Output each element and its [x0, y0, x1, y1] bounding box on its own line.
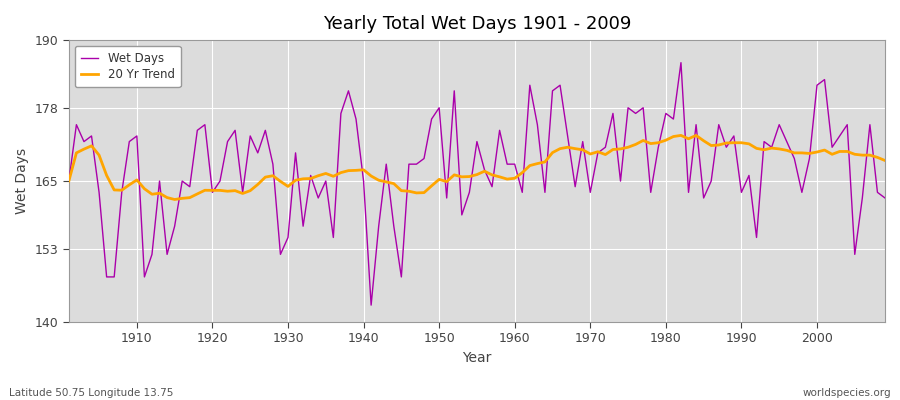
20 Yr Trend — [169, 197, 180, 202]
Wet Days — [879, 196, 890, 200]
20 Yr Trend — [879, 158, 890, 163]
Text: worldspecies.org: worldspecies.org — [803, 388, 891, 398]
Wet Days — [608, 111, 618, 116]
Y-axis label: Wet Days: Wet Days — [15, 148, 29, 214]
Wet Days — [63, 179, 74, 184]
20 Yr Trend — [63, 179, 74, 184]
Legend: Wet Days, 20 Yr Trend: Wet Days, 20 Yr Trend — [75, 46, 181, 87]
20 Yr Trend — [124, 182, 135, 187]
X-axis label: Year: Year — [463, 351, 491, 365]
Wet Days — [124, 139, 135, 144]
Line: 20 Yr Trend: 20 Yr Trend — [68, 135, 885, 200]
20 Yr Trend — [298, 176, 309, 181]
Wet Days — [365, 303, 376, 308]
Wet Days — [509, 162, 520, 166]
20 Yr Trend — [343, 168, 354, 173]
Text: Latitude 50.75 Longitude 13.75: Latitude 50.75 Longitude 13.75 — [9, 388, 174, 398]
Title: Yearly Total Wet Days 1901 - 2009: Yearly Total Wet Days 1901 - 2009 — [323, 15, 631, 33]
Wet Days — [336, 111, 346, 116]
20 Yr Trend — [509, 176, 520, 181]
Wet Days — [290, 150, 301, 155]
20 Yr Trend — [517, 170, 527, 175]
Line: Wet Days: Wet Days — [68, 63, 885, 305]
20 Yr Trend — [676, 133, 687, 138]
20 Yr Trend — [608, 147, 618, 152]
Wet Days — [517, 190, 527, 195]
Wet Days — [676, 60, 687, 65]
